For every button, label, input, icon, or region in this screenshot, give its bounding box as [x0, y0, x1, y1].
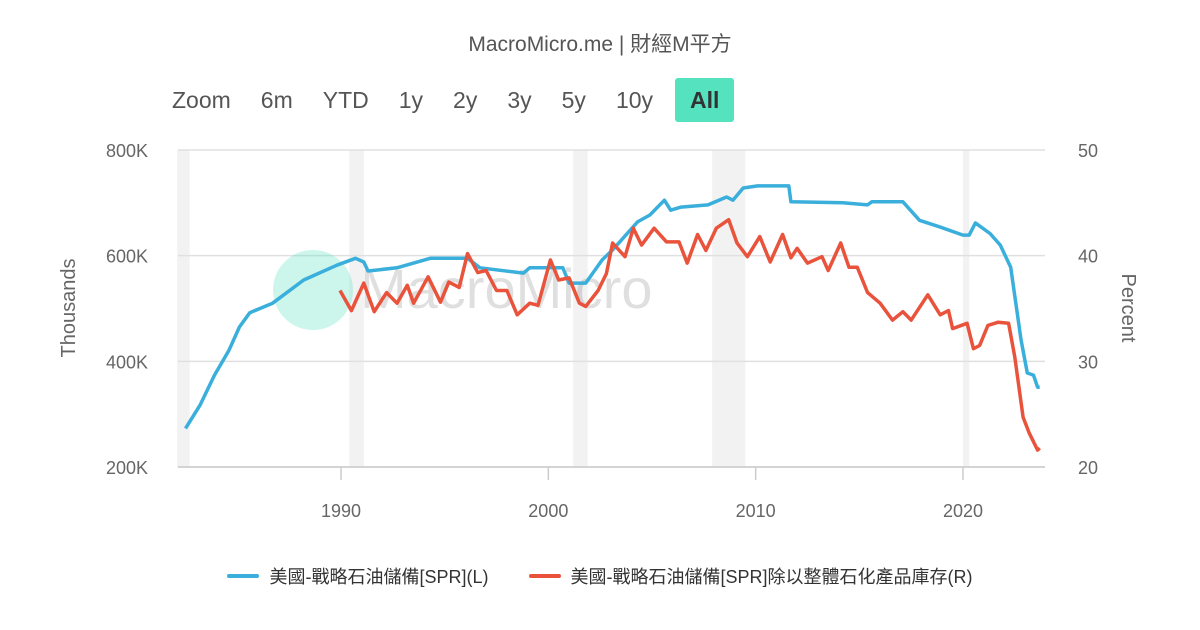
range-button-all[interactable]: All	[675, 78, 735, 122]
right-axis-title: Percent	[1117, 274, 1139, 343]
recession-band	[712, 150, 746, 467]
legend: 美國-戰略石油儲備[SPR](L) 美國-戰略石油儲備[SPR]除以整體石化產品…	[0, 563, 1200, 589]
range-button-10y[interactable]: 10y	[615, 87, 654, 113]
recession-band	[963, 150, 970, 467]
range-selector: Zoom 6m YTD 1y 2y 3y 5y 10y All	[172, 78, 748, 122]
left-tick-label: 600K	[106, 247, 148, 267]
range-button-ytd[interactable]: YTD	[322, 87, 369, 113]
right-tick-label: 50	[1078, 141, 1098, 161]
left-axis-title: Thousands	[58, 259, 80, 358]
watermark-logo-icon	[273, 250, 353, 330]
x-tick-label: 2020	[943, 501, 983, 521]
legend-swatch-spr-ratio	[528, 574, 561, 578]
zoom-label: Zoom	[172, 86, 231, 113]
range-button-5y[interactable]: 5y	[561, 87, 586, 113]
range-button-3y[interactable]: 3y	[507, 87, 532, 113]
range-button-2y[interactable]: 2y	[453, 87, 478, 113]
legend-item-spr-ratio[interactable]: 美國-戰略石油儲備[SPR]除以整體石化產品庫存(R)	[528, 563, 973, 589]
left-tick-label: 800K	[106, 141, 148, 161]
x-tick-label: 1990	[321, 501, 361, 521]
right-tick-label: 40	[1078, 247, 1098, 267]
left-tick-label: 400K	[106, 352, 148, 372]
series-line-spr-ratio	[338, 217, 1041, 452]
chart-credit-title: MacroMicro.me | 財經M平方	[468, 33, 732, 56]
legend-swatch-spr	[227, 574, 260, 578]
series-line-spr	[184, 184, 1040, 430]
x-tick-label: 2010	[736, 501, 776, 521]
range-button-6m[interactable]: 6m	[260, 87, 293, 113]
recession-band	[177, 150, 190, 467]
recession-band	[573, 150, 588, 467]
right-tick-label: 20	[1078, 458, 1098, 478]
right-tick-label: 30	[1078, 352, 1098, 372]
legend-label-spr: 美國-戰略石油儲備[SPR](L)	[269, 567, 489, 587]
x-tick-label: 2000	[528, 501, 568, 521]
legend-label-spr-ratio: 美國-戰略石油儲備[SPR]除以整體石化產品庫存(R)	[570, 567, 973, 587]
recession-band	[349, 150, 364, 467]
legend-item-spr[interactable]: 美國-戰略石油儲備[SPR](L)	[227, 563, 489, 589]
range-button-1y[interactable]: 1y	[398, 87, 424, 113]
left-tick-label: 200K	[106, 458, 148, 478]
